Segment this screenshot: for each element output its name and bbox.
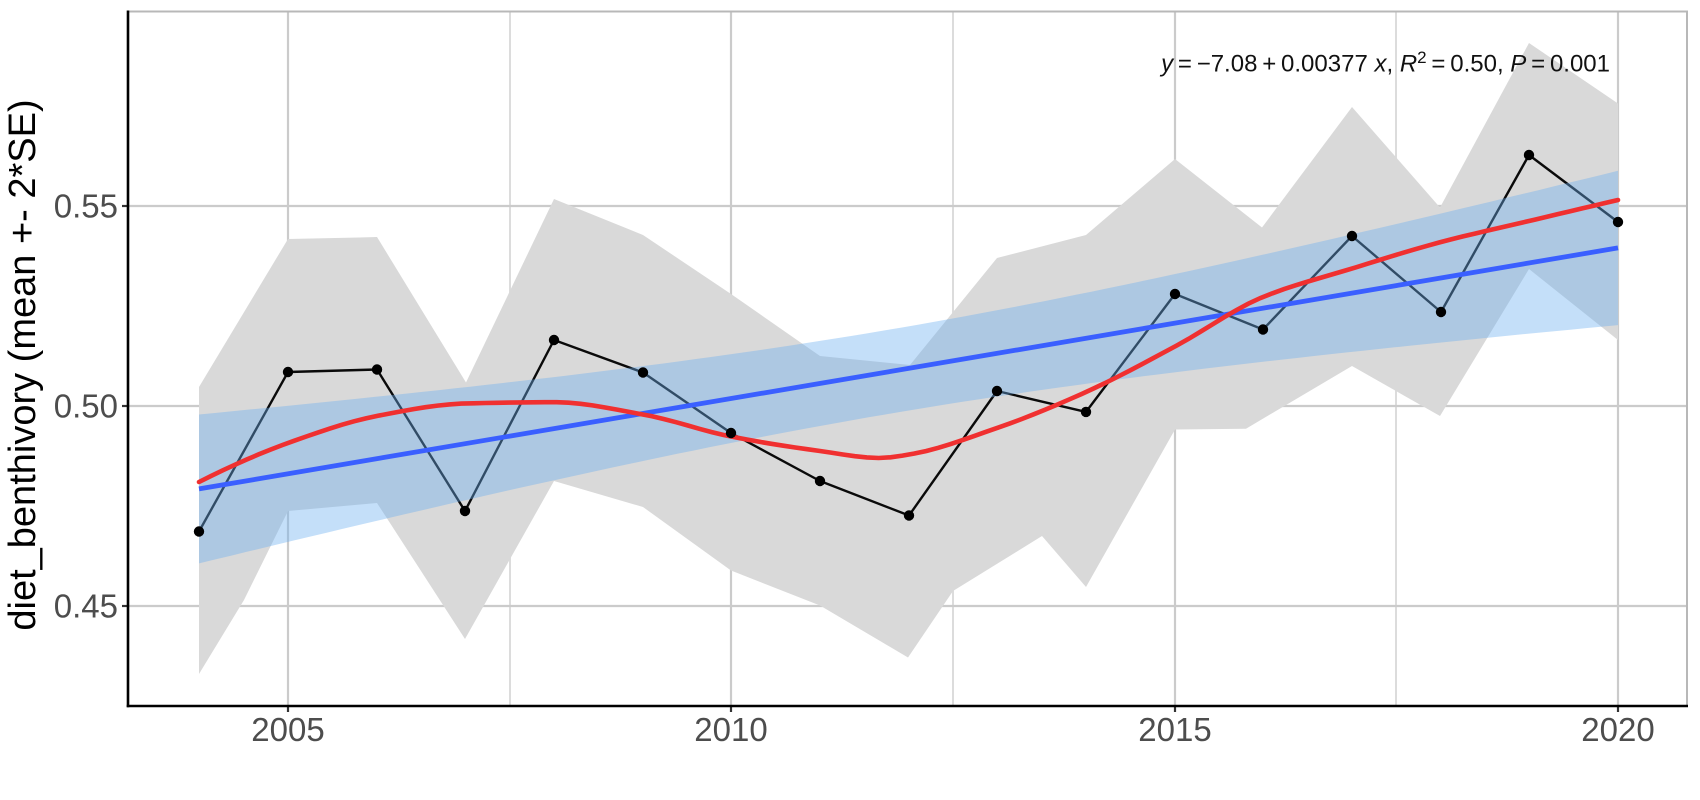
svg-text:0.45: 0.45 <box>54 588 118 625</box>
svg-text:2020: 2020 <box>1581 711 1654 748</box>
svg-text:2005: 2005 <box>251 711 324 748</box>
svg-text:y = −7.08 + 0.00377 x, R2 = 0.: y = −7.08 + 0.00377 x, R2 = 0.50, P = 0.… <box>1159 48 1610 78</box>
svg-text:0.50: 0.50 <box>54 388 118 425</box>
svg-text:2015: 2015 <box>1138 711 1211 748</box>
svg-text:diet_benthivory (mean +- 2*SE): diet_benthivory (mean +- 2*SE) <box>2 99 44 630</box>
svg-text:2010: 2010 <box>694 711 767 748</box>
svg-text:0.55: 0.55 <box>54 188 118 225</box>
